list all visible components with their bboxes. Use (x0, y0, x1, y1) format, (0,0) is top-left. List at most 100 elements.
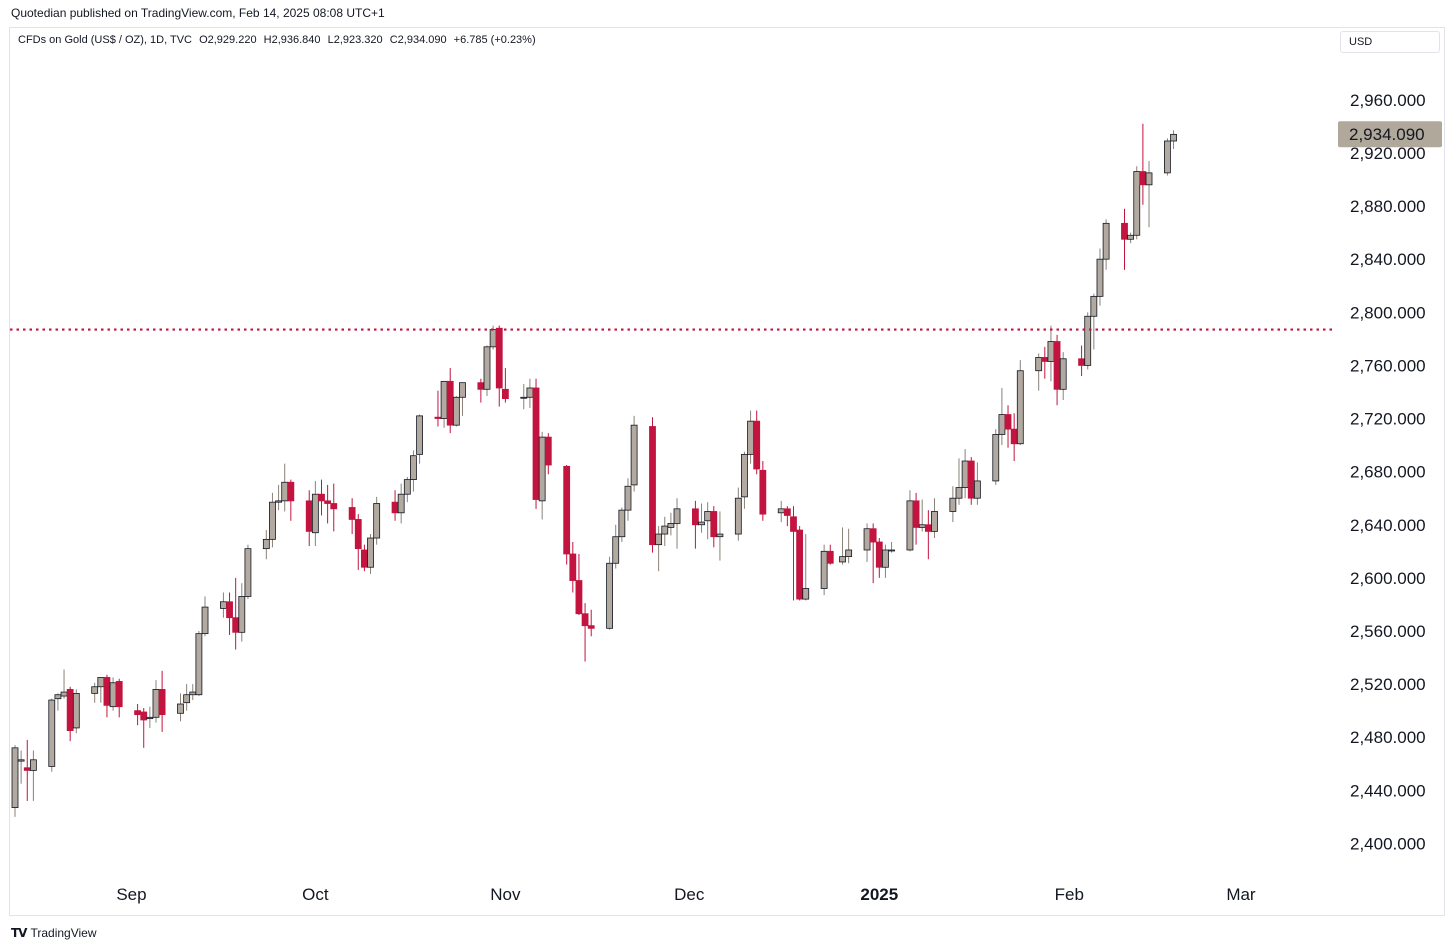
candle[interactable] (391, 490, 399, 521)
candle[interactable] (1010, 413, 1018, 462)
candle[interactable] (305, 490, 313, 546)
candle[interactable] (1127, 232, 1135, 244)
price-axis[interactable]: 2,400.000 2,440.000 2,480.000 2,520.000 2,56… (1350, 91, 1426, 854)
candle[interactable] (360, 544, 368, 572)
candle[interactable] (747, 410, 754, 464)
candle[interactable] (734, 487, 742, 541)
candle[interactable] (60, 669, 68, 699)
candle[interactable] (759, 461, 767, 521)
candle[interactable] (918, 499, 926, 532)
candle[interactable] (434, 390, 442, 427)
candle[interactable] (152, 680, 160, 723)
candle[interactable] (1053, 334, 1061, 406)
candle[interactable] (238, 583, 246, 642)
candle[interactable] (11, 745, 19, 817)
candle[interactable] (912, 492, 920, 545)
candle[interactable] (906, 490, 914, 552)
candle[interactable] (581, 603, 589, 662)
candle[interactable] (820, 544, 828, 596)
candle[interactable] (201, 596, 209, 637)
candle[interactable] (195, 630, 203, 697)
candle[interactable] (311, 480, 319, 546)
candle[interactable] (704, 502, 712, 540)
candle[interactable] (992, 429, 1000, 485)
candle[interactable] (869, 523, 877, 584)
candle[interactable] (1170, 130, 1177, 149)
candle[interactable] (226, 592, 233, 635)
candle[interactable] (973, 462, 981, 505)
candle[interactable] (888, 542, 895, 553)
candle[interactable] (373, 496, 381, 545)
candle[interactable] (1121, 208, 1128, 270)
candle[interactable] (146, 706, 154, 728)
candle[interactable] (655, 526, 663, 572)
candle[interactable] (563, 465, 571, 565)
candle[interactable] (1047, 325, 1055, 382)
candle[interactable] (955, 458, 963, 505)
candle[interactable] (882, 544, 889, 578)
candle[interactable] (324, 484, 332, 524)
candle[interactable] (624, 478, 632, 521)
candle[interactable] (520, 384, 528, 410)
candle[interactable] (501, 368, 509, 403)
candle[interactable] (275, 484, 282, 511)
candle[interactable] (931, 498, 938, 539)
time-axis[interactable]: Sep Oct Nov Dec 2025 Feb Mar (116, 885, 1256, 904)
candle[interactable] (189, 684, 197, 701)
candle[interactable] (183, 684, 191, 711)
candle[interactable] (649, 417, 656, 553)
candle[interactable] (440, 380, 448, 428)
candle[interactable] (875, 538, 883, 578)
candle[interactable] (1133, 166, 1141, 240)
candle[interactable] (397, 483, 405, 524)
candle[interactable] (48, 698, 56, 772)
candle[interactable] (802, 534, 810, 601)
candle[interactable] (403, 476, 411, 503)
candle[interactable] (1084, 312, 1092, 370)
tradingview-logo[interactable]: 𝗧𝗩 TradingView (11, 926, 97, 940)
candle[interactable] (17, 750, 25, 784)
candle[interactable] (287, 479, 295, 521)
candle[interactable] (826, 544, 834, 565)
candle[interactable] (606, 556, 613, 630)
candle[interactable] (998, 387, 1006, 446)
candle[interactable] (961, 449, 969, 499)
candle[interactable] (416, 414, 423, 464)
candle[interactable] (262, 530, 270, 560)
candle[interactable] (630, 415, 638, 492)
candle[interactable] (692, 500, 699, 549)
candle[interactable] (1139, 123, 1147, 205)
candle[interactable] (244, 544, 252, 600)
candle[interactable] (66, 686, 74, 742)
candle[interactable] (790, 506, 797, 601)
candle[interactable] (698, 503, 705, 533)
candle[interactable] (967, 457, 975, 505)
candle[interactable] (483, 345, 491, 396)
candle[interactable] (863, 523, 871, 562)
candle[interactable] (410, 450, 417, 492)
candle[interactable] (177, 693, 184, 722)
candle[interactable] (281, 463, 289, 512)
candle[interactable] (1096, 248, 1104, 306)
candle[interactable] (220, 592, 227, 618)
candle[interactable] (23, 739, 31, 801)
candle[interactable] (97, 677, 105, 703)
candle[interactable] (1035, 353, 1043, 391)
candle[interactable] (1164, 138, 1171, 176)
candle[interactable] (446, 368, 454, 434)
legend-symbol[interactable]: CFDs on Gold (US$ / OZ), 1D, TVC (18, 34, 193, 46)
candle[interactable] (367, 534, 374, 574)
candle[interactable] (459, 382, 466, 416)
candle[interactable] (1102, 219, 1110, 270)
candle[interactable] (587, 609, 595, 637)
candle[interactable] (544, 433, 552, 475)
candle[interactable] (232, 577, 240, 650)
candle[interactable] (318, 479, 325, 516)
candle[interactable] (710, 506, 718, 548)
candle[interactable] (1041, 346, 1049, 379)
candle[interactable] (140, 708, 148, 748)
candle[interactable] (532, 378, 540, 509)
candle[interactable] (538, 431, 546, 520)
candle[interactable] (452, 395, 460, 427)
